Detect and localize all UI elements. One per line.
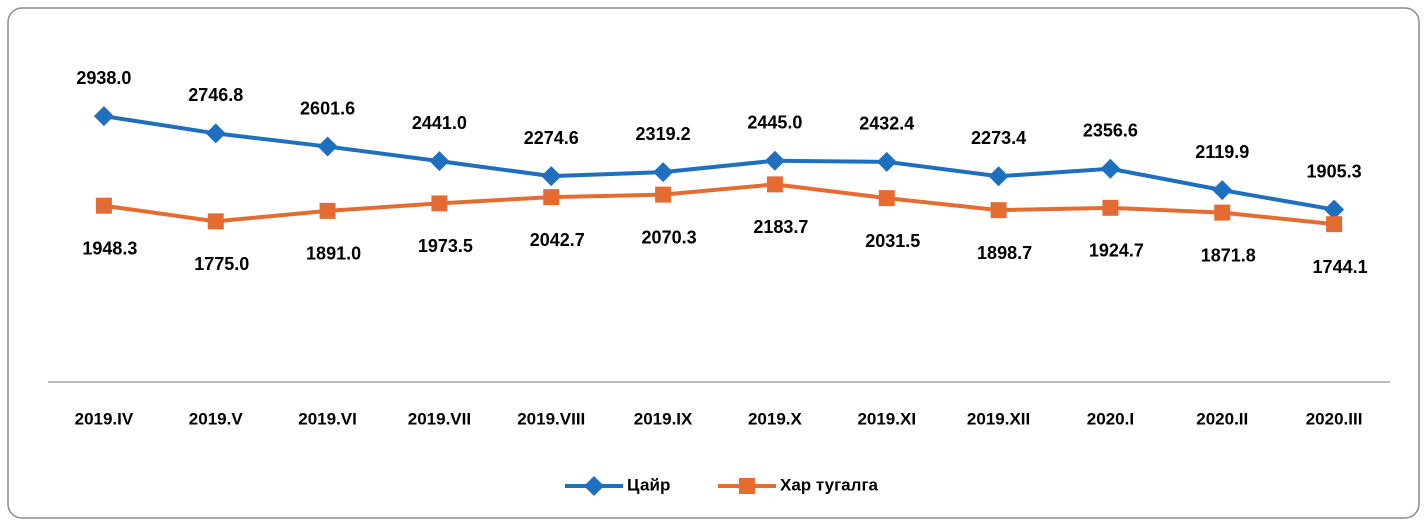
series-line — [103, 114, 1335, 212]
marker — [1102, 199, 1119, 216]
marker — [205, 123, 226, 144]
series-line — [103, 182, 1335, 227]
data-label: 2183.7 — [753, 217, 808, 237]
marker — [319, 202, 336, 219]
x-tick-label: 2019.VI — [298, 409, 357, 428]
x-tick-label: 2020.I — [1087, 409, 1134, 428]
x-tick-label: 2019.X — [748, 409, 803, 428]
legend-label: Цайр — [627, 475, 670, 494]
x-tick-label: 2019.VII — [408, 409, 471, 428]
marker — [317, 136, 338, 157]
marker — [766, 176, 783, 193]
data-label: 1905.3 — [1307, 161, 1362, 181]
marker — [1100, 158, 1121, 179]
data-label: 2031.5 — [865, 231, 920, 251]
data-label: 1898.7 — [977, 243, 1032, 263]
x-tick-label: 2019.IX — [634, 409, 693, 428]
data-label: 2432.4 — [859, 114, 914, 134]
chart-frame — [7, 7, 1420, 519]
legend-label: Хар тугалга — [780, 475, 879, 494]
marker — [584, 476, 604, 496]
data-label: 2273.4 — [971, 128, 1026, 148]
data-label: 1891.0 — [306, 244, 361, 264]
marker — [764, 150, 785, 171]
marker — [988, 166, 1009, 187]
data-label: 1775.0 — [194, 254, 249, 274]
data-label: 1948.3 — [82, 238, 137, 258]
marker — [1326, 216, 1343, 233]
marker — [429, 151, 450, 172]
marker — [431, 195, 448, 212]
marker — [655, 186, 672, 203]
marker — [1324, 199, 1345, 220]
marker — [543, 189, 560, 206]
marker — [739, 478, 755, 494]
data-label: 1744.1 — [1313, 257, 1368, 277]
marker — [1214, 204, 1231, 221]
marker — [990, 202, 1007, 219]
data-label: 2319.2 — [636, 124, 691, 144]
data-label: 1924.7 — [1089, 241, 1144, 261]
data-label: 2938.0 — [76, 68, 131, 88]
data-label: 2441.0 — [412, 113, 467, 133]
data-label: 2119.9 — [1195, 142, 1249, 162]
x-tick-label: 2020.III — [1306, 409, 1363, 428]
data-label: 2356.6 — [1083, 120, 1138, 140]
marker — [876, 151, 897, 172]
x-tick-label: 2019.IV — [75, 409, 134, 428]
marker — [653, 162, 674, 183]
marker — [541, 166, 562, 187]
data-label: 2274.6 — [524, 128, 579, 148]
data-label: 2070.3 — [642, 227, 697, 247]
x-tick-label: 2019.V — [189, 409, 244, 428]
x-tick-label: 2019.VIII — [517, 409, 585, 428]
data-label: 2445.0 — [747, 112, 802, 132]
data-label: 1973.5 — [418, 236, 473, 256]
data-label: 2601.6 — [300, 98, 355, 118]
x-tick-label: 2019.XII — [967, 409, 1030, 428]
x-tick-label: 2019.XI — [857, 409, 916, 428]
x-tick-label: 2020.II — [1196, 409, 1248, 428]
marker — [878, 190, 895, 207]
data-label: 2746.8 — [188, 85, 243, 105]
data-label: 2042.7 — [530, 230, 585, 250]
marker — [1212, 180, 1233, 201]
data-label: 1871.8 — [1201, 245, 1256, 265]
marker — [93, 106, 114, 127]
marker — [95, 197, 112, 214]
marker — [207, 213, 224, 230]
